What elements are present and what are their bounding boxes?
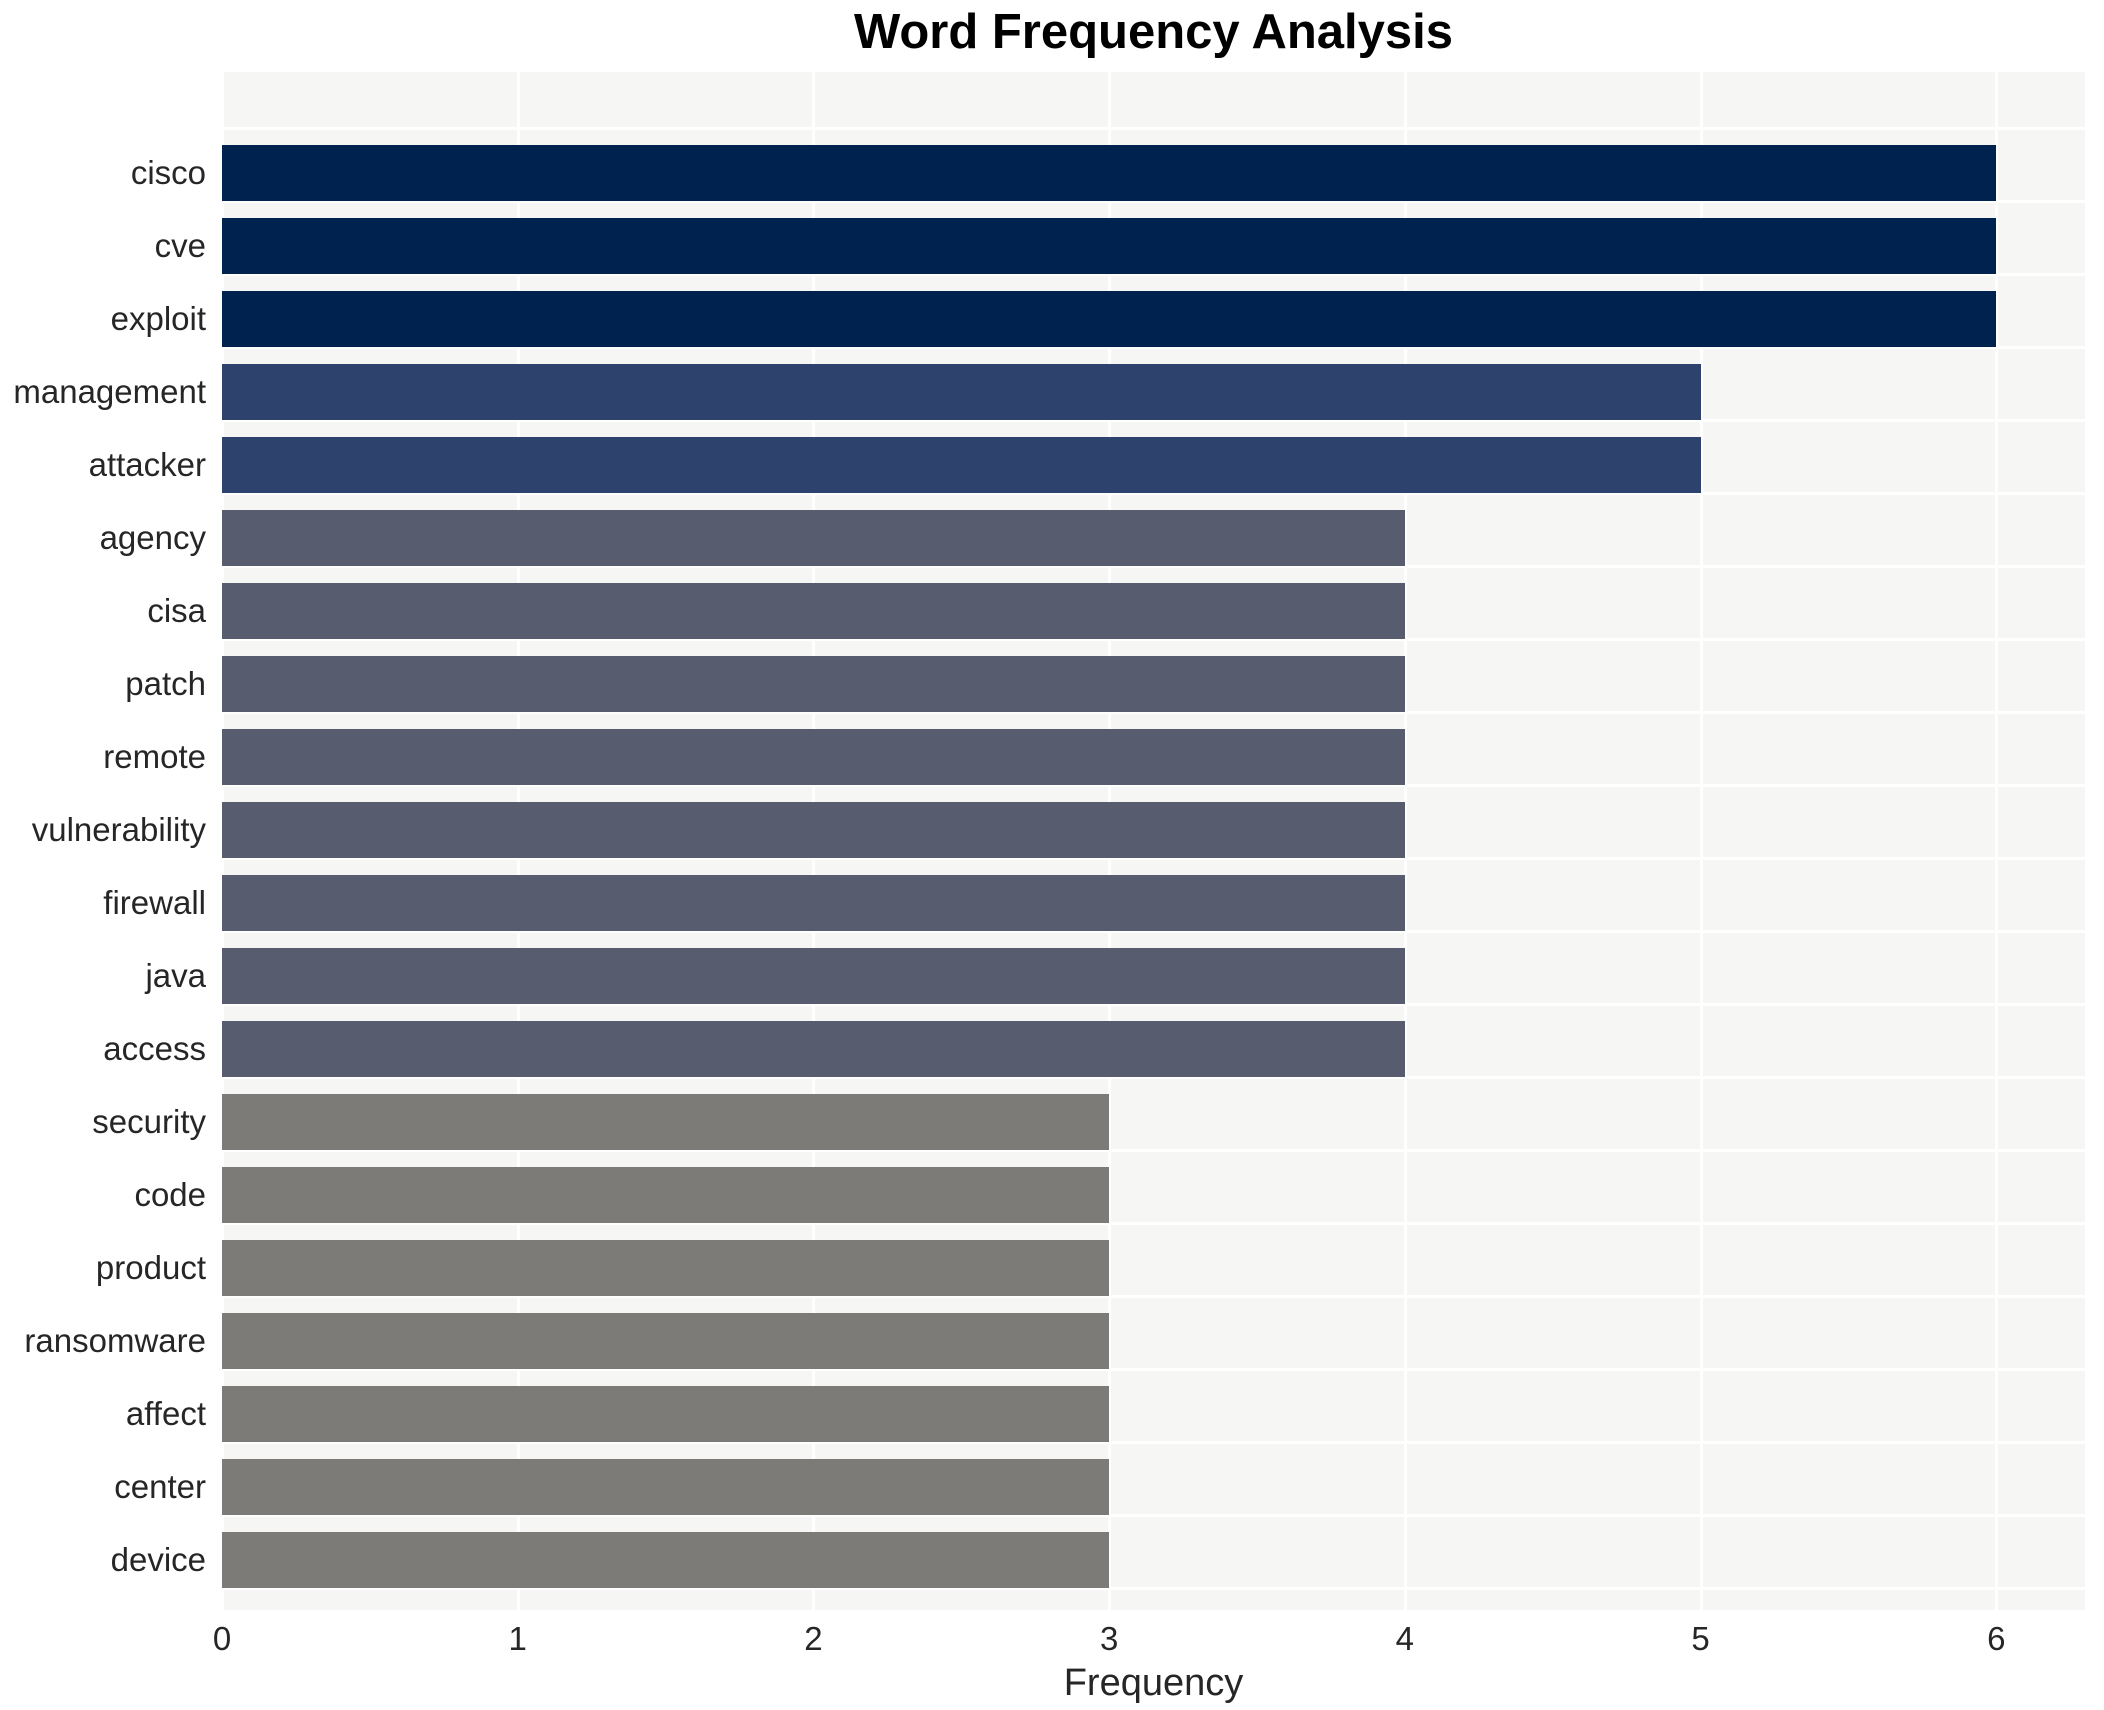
gridline-horizontal [222, 1587, 2085, 1590]
gridline-horizontal [222, 930, 2085, 933]
bar [222, 144, 1997, 201]
category-label: center [114, 1467, 206, 1505]
category-label: ransomware [24, 1321, 206, 1359]
category-label: attacker [88, 445, 206, 483]
gridline-horizontal [222, 1295, 2085, 1298]
category-label: cisa [147, 591, 206, 629]
bar [222, 1093, 1110, 1150]
category-label: java [145, 956, 206, 994]
category-label: vulnerability [31, 810, 206, 848]
x-tick-label: 2 [804, 1620, 823, 1657]
bar [222, 436, 1701, 493]
category-label: agency [99, 518, 206, 556]
bar [222, 217, 1997, 274]
bar-row [222, 1158, 2085, 1231]
bar-row [222, 282, 2085, 355]
gridline-horizontal [222, 1149, 2085, 1152]
x-tick-label: 1 [508, 1620, 527, 1657]
bar-row [222, 428, 2085, 501]
bar [222, 874, 1405, 931]
category-label: device [110, 1540, 206, 1578]
category-label: remote [103, 737, 206, 775]
gridline-horizontal [222, 419, 2085, 422]
bar-row [222, 793, 2085, 866]
x-tick-label: 5 [1691, 1620, 1710, 1657]
bar [222, 1458, 1110, 1515]
bar-row [222, 720, 2085, 793]
gridline-horizontal [222, 711, 2085, 714]
gridline-horizontal [222, 127, 2085, 130]
bars-container [222, 136, 2085, 1596]
gridline-horizontal [222, 1076, 2085, 1079]
gridline-horizontal [222, 638, 2085, 641]
bar-row [222, 1377, 2085, 1450]
x-tick-label: 4 [1395, 1620, 1415, 1657]
bar [222, 509, 1405, 566]
gridline-horizontal [222, 200, 2085, 203]
bar-row [222, 209, 2085, 282]
bar [222, 1166, 1110, 1223]
category-label: patch [125, 664, 206, 702]
bar [222, 947, 1405, 1004]
category-label: cisco [130, 153, 206, 191]
bar-row [222, 647, 2085, 720]
bar-row [222, 1304, 2085, 1377]
gridline-horizontal [222, 565, 2085, 568]
bar [222, 1239, 1110, 1296]
category-label: management [13, 372, 206, 410]
category-label: firewall [103, 883, 206, 921]
bar [222, 728, 1405, 785]
bar [222, 1531, 1110, 1588]
bar-row [222, 1085, 2085, 1158]
bar-row [222, 866, 2085, 939]
category-axis: cisco cve exploit management attacker agency c… [0, 136, 206, 1596]
category-label: cve [154, 226, 206, 264]
bar-row [222, 1231, 2085, 1304]
bar [222, 1385, 1110, 1442]
bar-row [222, 501, 2085, 574]
chart-title: Word Frequency Analysis [853, 5, 1454, 59]
gridline-vertical [1995, 72, 1999, 1610]
x-axis-ticks: 0 1 2 3 4 5 6 [0, 1620, 2104, 1660]
gridline-horizontal [222, 1514, 2085, 1517]
x-axis-label: Frequency [1063, 1662, 1244, 1704]
x-tick-label: 0 [212, 1620, 232, 1657]
plot-area [222, 72, 2085, 1610]
bar-row [222, 939, 2085, 1012]
category-label: code [134, 1175, 206, 1213]
gridline-horizontal [222, 784, 2085, 787]
bar-row [222, 1523, 2085, 1596]
gridline-vertical [1403, 72, 1407, 1610]
gridline-horizontal [222, 492, 2085, 495]
category-label: affect [125, 1394, 206, 1432]
bar [222, 363, 1701, 420]
category-label: access [103, 1029, 206, 1067]
bar [222, 582, 1405, 639]
bar [222, 1020, 1405, 1077]
bar-row [222, 136, 2085, 209]
bar-row [222, 1450, 2085, 1523]
bar-row [222, 574, 2085, 647]
bar-row [222, 355, 2085, 428]
gridline-horizontal [222, 1441, 2085, 1444]
bar [222, 1312, 1110, 1369]
gridline-horizontal [222, 273, 2085, 276]
gridline-horizontal [222, 1368, 2085, 1371]
category-label: exploit [110, 299, 206, 337]
gridline-vertical [1699, 72, 1703, 1610]
gridline-horizontal [222, 1222, 2085, 1225]
x-tick-label: 3 [1099, 1620, 1119, 1657]
gridline-horizontal [222, 857, 2085, 860]
gridline-horizontal [222, 1003, 2085, 1006]
bar [222, 290, 1997, 347]
gridline-horizontal [222, 346, 2085, 349]
x-tick-label: 6 [1987, 1620, 2006, 1657]
category-label: security [92, 1102, 206, 1140]
category-label: product [95, 1248, 206, 1286]
bar [222, 801, 1405, 858]
bar [222, 655, 1405, 712]
bar-row [222, 1012, 2085, 1085]
